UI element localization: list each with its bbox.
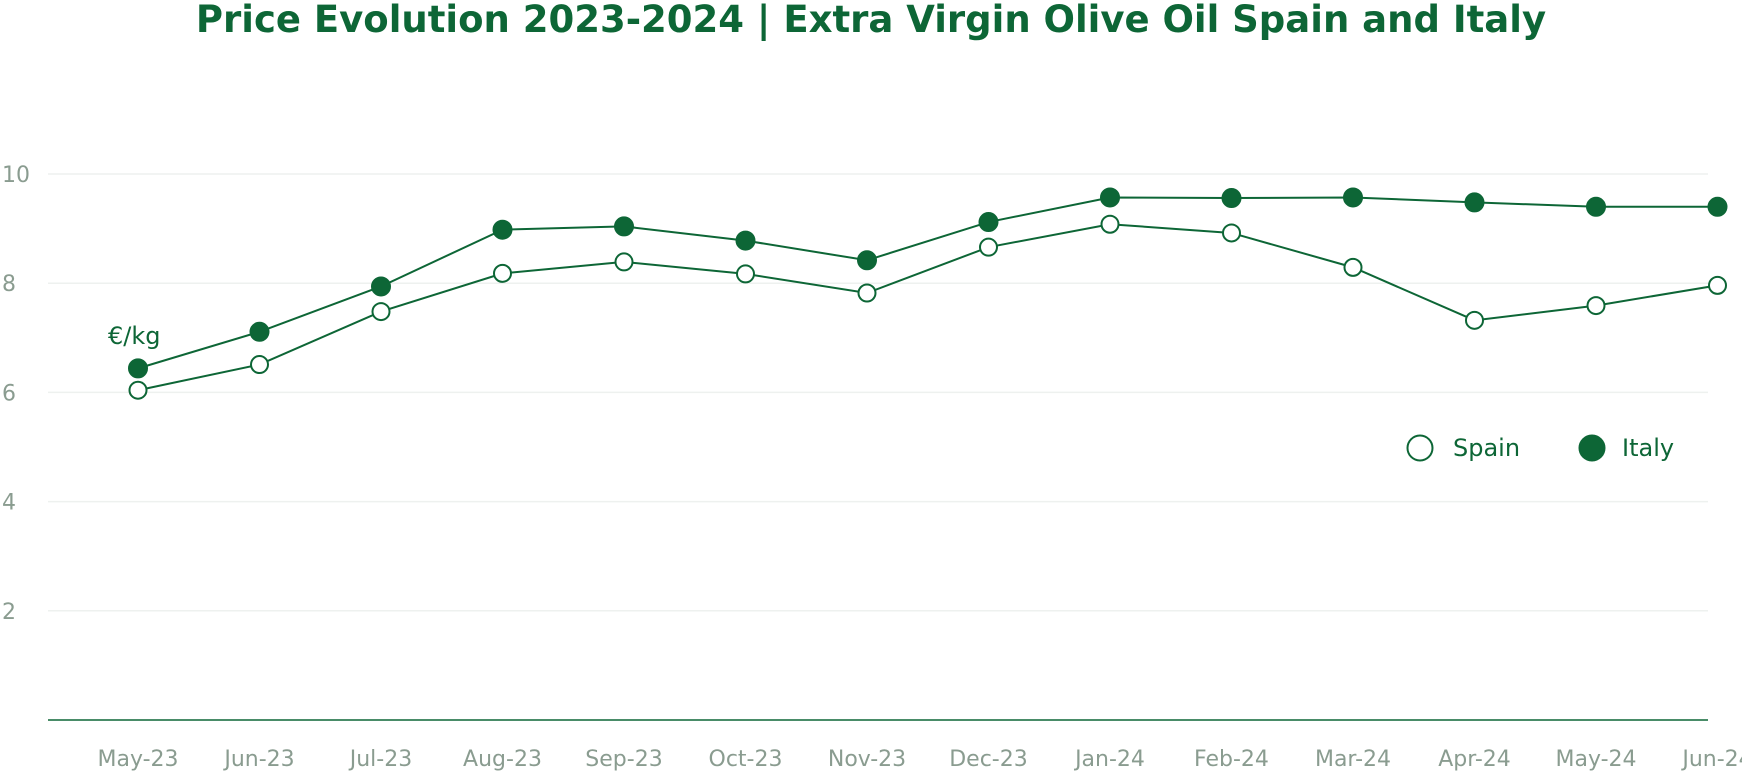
x-tick-label: Aug-23	[463, 747, 542, 772]
legend-label-italy: Italy	[1622, 434, 1674, 462]
y-tick-label: 4	[2, 491, 16, 516]
data-point-italy	[492, 219, 513, 240]
x-tick-label: Jun-23	[222, 747, 294, 772]
series-line-spain	[137, 223, 1718, 392]
x-tick-label: Nov-23	[828, 747, 906, 772]
data-point-italy	[735, 230, 756, 251]
legend-marker-spain	[1406, 434, 1434, 462]
x-tick-label: Mar-24	[1315, 747, 1391, 772]
x-tick-label: Apr-24	[1438, 747, 1511, 772]
x-tick-label: Dec-23	[949, 747, 1028, 772]
data-point-spain	[1465, 310, 1484, 330]
series-line-italy	[137, 196, 1718, 370]
y-axis-ticks: 2 4 6 8 10	[2, 163, 30, 625]
x-axis-ticks: May-23 Jun-23 Jul-23 Aug-23 Sep-23 Oct-23 Nov-…	[97, 747, 1742, 772]
x-tick-label: Jun-24	[1680, 747, 1742, 772]
data-point-italy	[1221, 188, 1242, 209]
x-tick-label: May-23	[97, 747, 178, 772]
data-point-spain	[1222, 223, 1241, 243]
x-tick-label: Oct-23	[709, 747, 783, 772]
data-point-italy	[857, 250, 877, 271]
data-point-spain	[1708, 275, 1727, 295]
unit-label: €/kg	[108, 322, 161, 350]
data-point-italy	[614, 216, 634, 237]
x-tick-label: Jan-24	[1073, 747, 1145, 772]
x-tick-label: Feb-24	[1194, 747, 1269, 772]
data-point-spain	[979, 237, 998, 257]
data-point-spain	[614, 252, 634, 272]
data-point-spain	[250, 355, 269, 375]
data-point-spain	[857, 283, 877, 303]
data-point-italy	[1100, 187, 1120, 208]
legend-label-spain: Spain	[1453, 434, 1520, 462]
series-spain	[128, 214, 1727, 400]
y-tick-label: 2	[2, 600, 16, 625]
legend: Spain Italy	[1406, 434, 1674, 462]
data-point-spain	[371, 302, 391, 322]
legend-marker-italy	[1578, 434, 1606, 462]
data-point-spain	[1586, 296, 1606, 316]
data-point-spain	[128, 380, 148, 400]
chart-title: Price Evolution 2023-2024 | Extra Virgin…	[195, 0, 1547, 41]
x-tick-label: Jul-23	[348, 747, 412, 772]
x-tick-label: Sep-23	[585, 747, 662, 772]
series-lines	[128, 187, 1728, 400]
data-point-italy	[249, 321, 270, 342]
data-point-spain	[1100, 214, 1120, 234]
y-tick-label: 10	[2, 163, 30, 188]
data-point-italy	[1343, 187, 1363, 208]
data-point-italy	[1464, 192, 1485, 213]
y-tick-label: 6	[2, 381, 16, 406]
gridlines	[48, 173, 1708, 612]
y-tick-label: 8	[2, 272, 16, 297]
data-point-italy	[371, 276, 391, 297]
data-point-italy	[978, 212, 999, 233]
data-point-italy	[128, 358, 148, 379]
data-point-spain	[1343, 257, 1363, 277]
data-point-italy	[1586, 196, 1606, 217]
data-point-italy	[1707, 196, 1728, 217]
series-italy	[128, 187, 1728, 379]
data-point-spain	[736, 264, 755, 284]
data-point-spain	[493, 263, 512, 283]
x-tick-label: May-24	[1555, 747, 1636, 772]
